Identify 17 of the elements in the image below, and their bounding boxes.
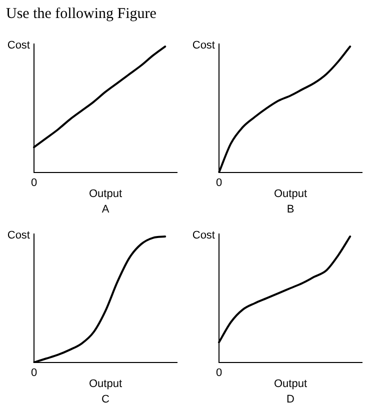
text: Use the following Figure bbox=[5, 5, 158, 23]
y-axis-title: Cost bbox=[7, 40, 30, 52]
x-axis-title: Output bbox=[88, 378, 122, 390]
y-axis-title: Cost bbox=[192, 40, 215, 52]
text: 0 bbox=[30, 176, 38, 189]
x-axis-title: Output bbox=[274, 378, 308, 390]
y-axis-title: Cost bbox=[7, 230, 30, 242]
text: D bbox=[286, 393, 295, 406]
x-axis-title: Output bbox=[88, 188, 122, 200]
text: 0 bbox=[216, 366, 222, 379]
text: B bbox=[286, 203, 294, 216]
text: A bbox=[102, 203, 110, 216]
x-axis-title: Output bbox=[274, 188, 308, 200]
text: C bbox=[102, 393, 110, 406]
text: 0 bbox=[216, 176, 222, 189]
y-axis-title: Cost bbox=[192, 230, 215, 242]
text: 0 bbox=[30, 366, 38, 379]
